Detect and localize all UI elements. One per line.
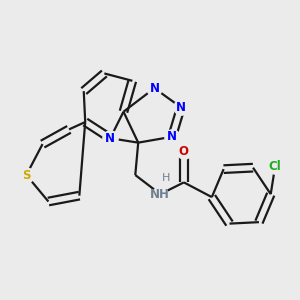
Text: H: H — [162, 173, 170, 183]
Text: O: O — [179, 145, 189, 158]
Text: N: N — [149, 82, 159, 95]
Text: S: S — [22, 169, 31, 182]
Text: Cl: Cl — [269, 160, 281, 173]
Text: NH: NH — [150, 188, 170, 201]
Text: N: N — [167, 130, 177, 143]
Text: N: N — [176, 101, 186, 114]
Text: N: N — [105, 132, 115, 145]
